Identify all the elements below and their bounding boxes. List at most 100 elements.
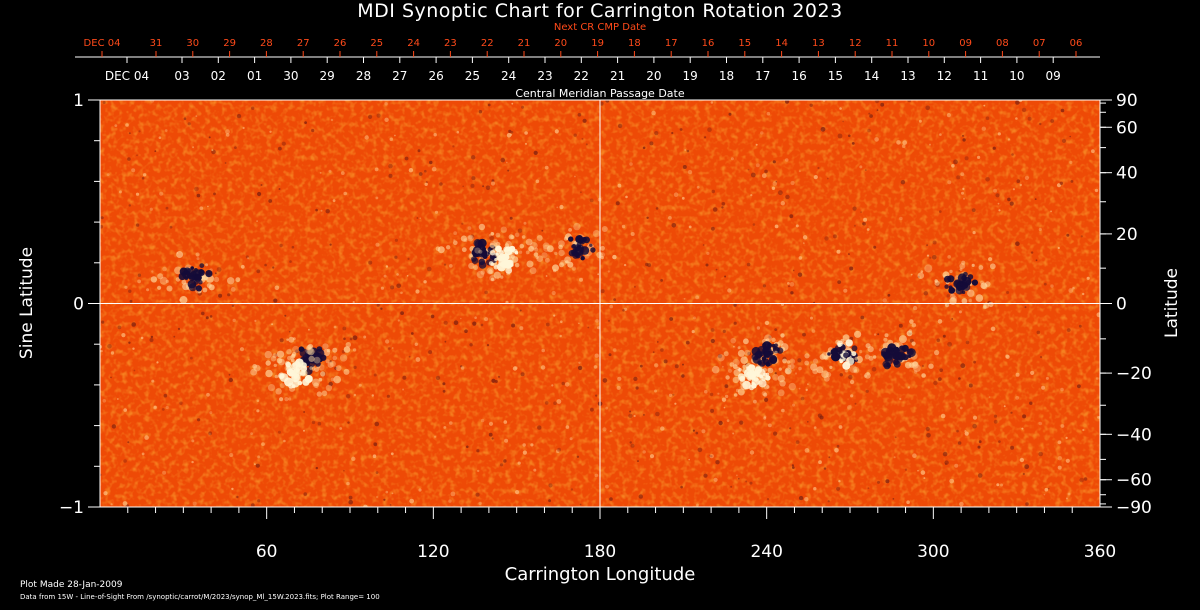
- plage-speck: [842, 334, 850, 341]
- plage-speck: [812, 368, 818, 375]
- flux-speck: [161, 408, 165, 411]
- plage-speck: [823, 375, 830, 382]
- flux-speck: [1038, 451, 1043, 457]
- flux-speck: [559, 204, 564, 210]
- flux-speck: [278, 188, 281, 190]
- flux-speck: [257, 499, 261, 503]
- flux-speck: [771, 186, 776, 190]
- flux-speck: [1010, 411, 1013, 414]
- plage-speck: [601, 226, 608, 232]
- flux-speck: [131, 322, 136, 327]
- flux-speck: [730, 157, 734, 161]
- flux-speck: [722, 365, 724, 368]
- cmp-date-label: 28: [356, 69, 371, 83]
- x-tick-label: 180: [584, 542, 616, 562]
- flux-speck: [838, 425, 843, 429]
- region-core: [948, 287, 956, 294]
- flux-speck: [774, 224, 779, 229]
- flux-speck: [671, 131, 674, 135]
- flux-speck: [486, 300, 488, 303]
- flux-speck: [520, 372, 525, 377]
- flux-speck: [150, 335, 154, 339]
- region-core: [959, 282, 963, 287]
- flux-speck: [123, 459, 127, 463]
- flux-speck: [416, 217, 419, 219]
- flux-speck: [705, 263, 709, 267]
- plage-speck: [573, 222, 581, 231]
- flux-speck: [1083, 477, 1088, 481]
- cmp-date-label: 24: [501, 69, 516, 83]
- plage-speck: [767, 367, 771, 372]
- cmp-date-label: 22: [574, 69, 589, 83]
- plage-speck: [345, 342, 351, 348]
- cmp-date-label: 20: [646, 69, 661, 83]
- plage-speck: [265, 369, 273, 378]
- flux-speck: [873, 245, 877, 249]
- flux-speck: [400, 311, 404, 315]
- flux-speck: [702, 244, 705, 246]
- flux-speck: [1019, 183, 1022, 187]
- flux-speck: [637, 460, 639, 463]
- flux-speck: [630, 443, 635, 448]
- flux-speck: [159, 191, 164, 196]
- flux-speck: [715, 460, 720, 465]
- plage-speck: [584, 253, 590, 259]
- flux-speck: [1040, 355, 1043, 359]
- plage-speck: [478, 223, 486, 231]
- flux-speck: [272, 266, 275, 269]
- flux-speck: [1030, 251, 1034, 254]
- flux-speck: [1070, 180, 1074, 183]
- flux-speck: [993, 419, 998, 424]
- plage-speck: [179, 296, 188, 304]
- flux-speck: [374, 421, 380, 427]
- plage-speck: [511, 256, 519, 263]
- flux-speck: [156, 361, 159, 364]
- region-core: [509, 263, 514, 267]
- flux-speck: [264, 263, 267, 267]
- plage-speck: [944, 303, 950, 308]
- plage-speck: [290, 358, 295, 363]
- cmp-date-label: 02: [211, 69, 226, 83]
- flux-speck: [419, 217, 422, 219]
- flux-speck: [339, 427, 343, 430]
- flux-speck: [475, 492, 480, 497]
- flux-speck: [964, 430, 967, 433]
- next-cr-date-label: 26: [334, 38, 347, 49]
- flux-speck: [917, 469, 919, 472]
- plage-speck: [316, 391, 322, 397]
- flux-speck: [1041, 385, 1046, 390]
- flux-speck: [721, 397, 727, 402]
- flux-speck: [629, 441, 632, 444]
- plage-speck: [854, 356, 859, 361]
- flux-speck: [107, 344, 112, 349]
- region-core: [837, 340, 843, 347]
- flux-speck: [752, 223, 756, 226]
- plage-speck: [883, 337, 888, 342]
- flux-speck: [772, 160, 776, 164]
- plage-speck: [980, 280, 984, 285]
- flux-speck: [722, 329, 726, 333]
- plage-speck: [958, 310, 962, 314]
- flux-speck: [623, 263, 627, 267]
- flux-speck: [491, 437, 494, 440]
- flux-speck: [747, 168, 750, 171]
- flux-speck: [764, 169, 768, 174]
- flux-speck: [428, 350, 433, 355]
- flux-speck: [854, 402, 857, 405]
- plage-speck: [777, 375, 786, 383]
- cmp-date-label: 11: [973, 69, 988, 83]
- flux-speck: [988, 396, 991, 398]
- flux-speck: [607, 270, 610, 273]
- next-cr-date-label: 23: [444, 38, 457, 49]
- flux-speck: [672, 393, 675, 396]
- flux-speck: [394, 238, 398, 242]
- plage-speck: [230, 287, 236, 292]
- flux-speck: [962, 187, 965, 190]
- flux-speck: [256, 409, 260, 413]
- plage-speck: [898, 335, 907, 344]
- plage-speck: [514, 232, 520, 238]
- flux-speck: [709, 453, 714, 459]
- flux-speck: [654, 389, 657, 393]
- flux-speck: [673, 192, 679, 197]
- flux-speck: [247, 257, 250, 260]
